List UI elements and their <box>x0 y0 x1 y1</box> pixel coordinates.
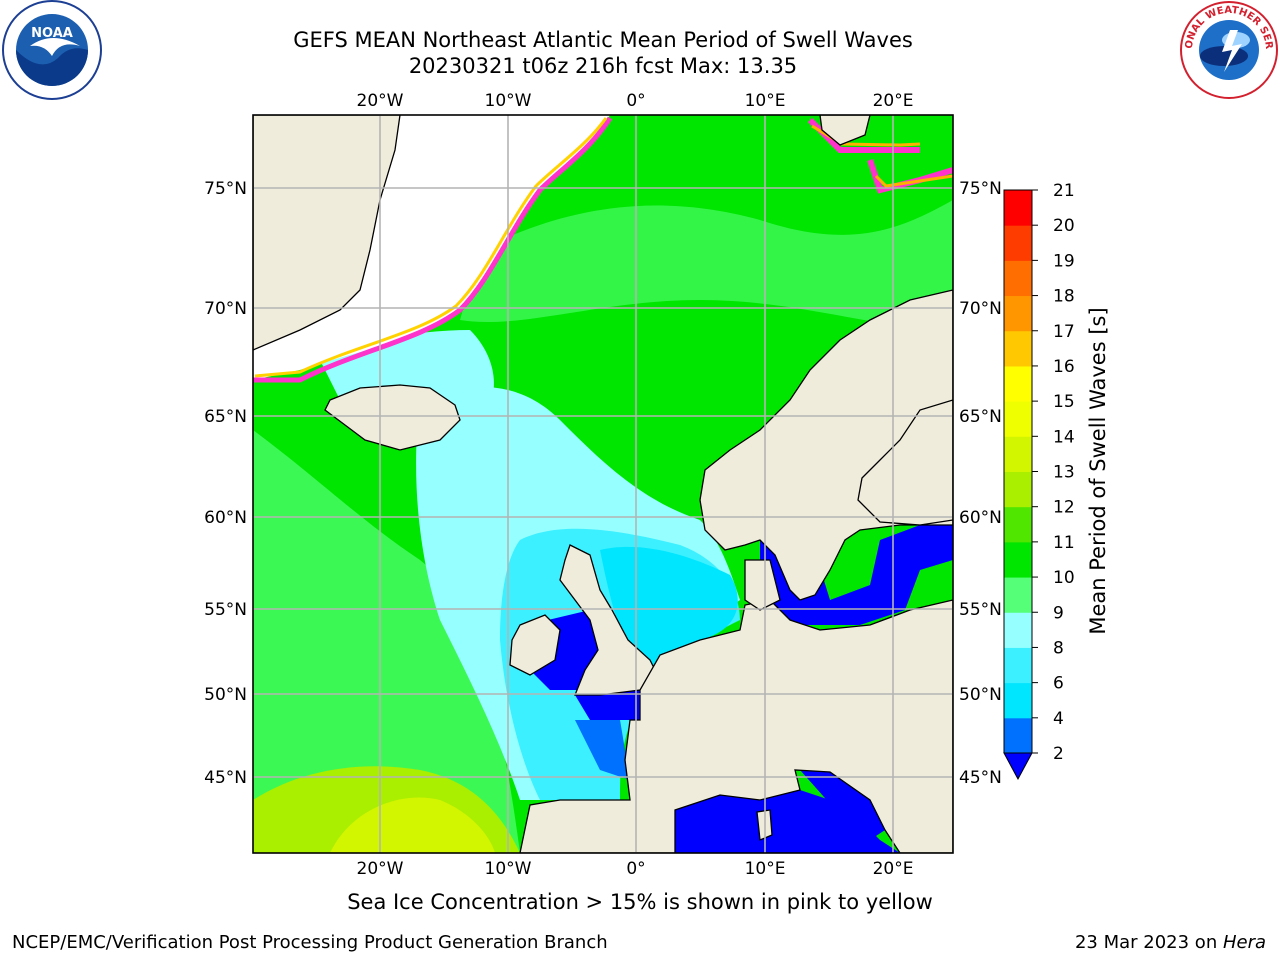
lon-labels-bottom: 20°W 10°W 0° 10°E 20°E <box>357 859 914 879</box>
colorbar-tick-label: 2 <box>1053 744 1064 764</box>
colorbar-bin <box>1004 577 1032 613</box>
lat-label: 75°N <box>959 179 1002 199</box>
colorbar-extend-triangle <box>1003 752 1033 781</box>
colorbar-tick-label: 10 <box>1053 568 1075 588</box>
lon-label: 10°W <box>485 91 532 111</box>
colorbar-bin <box>1004 612 1032 648</box>
colorbar-tick-label: 17 <box>1053 322 1075 342</box>
lon-label: 20°E <box>873 91 914 111</box>
lat-label: 50°N <box>204 685 247 705</box>
colorbar-tick-label: 4 <box>1053 709 1064 729</box>
sea-ice-note: Sea Ice Concentration > 15% is shown in … <box>347 890 933 914</box>
colorbar-tick-label: 21 <box>1053 181 1075 201</box>
map-frame <box>252 114 954 854</box>
sea-ice-edge <box>253 116 613 383</box>
graticule <box>253 115 953 853</box>
svg-text:NOAA: NOAA <box>31 26 73 41</box>
colorbar-tick-label: 6 <box>1053 674 1064 694</box>
sea-ice-edge-yellow <box>254 117 608 378</box>
colorbar-bin <box>1004 330 1032 367</box>
colorbar-bin <box>1004 682 1032 719</box>
colorbar-tick-label: 9 <box>1053 603 1064 623</box>
run-date: 23 Mar 2023 on Hera <box>1075 932 1266 953</box>
colorbar: 2 4 6 8 9 10 11 12 13 14 15 16 17 18 19 20 21 <box>1003 181 1075 781</box>
lon-label: 20°E <box>873 859 914 879</box>
lon-label: 0° <box>626 91 645 111</box>
colorbar-tick-label: 18 <box>1053 287 1075 307</box>
colorbar-title: Mean Period of Swell Waves [s] <box>1086 307 1110 635</box>
chart-subtitle: 20230321 t06z 216h fcst Max: 13.35 <box>408 54 798 78</box>
lat-label: 60°N <box>959 508 1002 528</box>
colorbar-bin <box>1004 225 1032 261</box>
run-date-text: 23 Mar 2023 on <box>1074 932 1223 953</box>
colorbar-tick-label: 16 <box>1053 357 1075 377</box>
lon-label: 10°W <box>485 859 532 879</box>
colorbar-tick-label: 11 <box>1053 533 1075 553</box>
great-britain <box>559 544 661 696</box>
colorbar-bin <box>1004 436 1032 472</box>
colorbar-bin <box>1004 190 1032 226</box>
lat-label: 60°N <box>204 508 247 528</box>
lat-label: 55°N <box>959 600 1002 620</box>
colorbar-tick-label: 12 <box>1053 498 1075 518</box>
colorbar-bin <box>1004 365 1032 402</box>
lat-label: 70°N <box>959 299 1002 319</box>
lat-label: 55°N <box>204 600 247 620</box>
colorbar-bin <box>1004 647 1032 684</box>
lon-label: 20°W <box>357 91 404 111</box>
lat-label: 45°N <box>959 768 1002 788</box>
credit-text: NCEP/EMC/Verification Post Processing Pr… <box>12 932 608 953</box>
biscay-blue <box>575 720 630 780</box>
colorbar-tick-label: 19 <box>1053 251 1075 271</box>
finland <box>857 399 953 526</box>
nws-logo: NATIONAL WEATHER SERVICE <box>1178 0 1278 99</box>
lat-labels-right: 75°N 70°N 65°N 60°N 55°N 50°N 45°N <box>959 179 1002 788</box>
lon-label: 20°W <box>357 859 404 879</box>
colorbar-bin <box>1004 717 1032 754</box>
lat-label: 50°N <box>959 685 1002 705</box>
yellowgreen-southwest-core <box>330 797 495 853</box>
iceland <box>324 384 461 451</box>
colorbar-bin <box>1004 260 1032 297</box>
greenland <box>253 115 401 351</box>
host-name: Hera <box>1222 932 1266 953</box>
chart-title: GEFS MEAN Northeast Atlantic Mean Period… <box>293 28 913 52</box>
adriatic-blue <box>800 770 885 840</box>
lat-label: 45°N <box>204 768 247 788</box>
lat-label: 65°N <box>959 407 1002 427</box>
lat-label: 70°N <box>204 299 247 319</box>
lat-labels-left: 75°N 70°N 65°N 60°N 55°N 50°N 45°N <box>204 179 247 788</box>
lon-label: 10°E <box>745 91 786 111</box>
lon-label: 10°E <box>745 859 786 879</box>
noaa-logo: NOAA <box>2 0 102 100</box>
colorbar-bin <box>1004 541 1032 578</box>
lighter-green-region <box>253 430 520 853</box>
jutland <box>744 559 781 611</box>
lat-label: 65°N <box>204 407 247 427</box>
colorbar-bin <box>1004 506 1032 543</box>
map-area <box>253 115 953 853</box>
colorbar-bin <box>1004 295 1032 332</box>
colorbar-bin <box>1004 401 1032 437</box>
colorbar-tick-label: 20 <box>1053 216 1075 236</box>
lon-labels-top: 20°W 10°W 0° 10°E 20°E <box>357 91 914 111</box>
lon-label: 0° <box>626 859 645 879</box>
colorbar-bin <box>1004 471 1032 508</box>
svalbard <box>819 115 871 146</box>
land-masses <box>253 115 953 853</box>
lightgreen-north <box>460 200 953 330</box>
colorbar-tick-label: 15 <box>1053 392 1075 412</box>
ireland <box>509 614 561 676</box>
channel-blue <box>575 690 640 720</box>
colorbar-tick-label: 8 <box>1053 638 1064 658</box>
mediterranean-blue <box>675 790 900 853</box>
colorbar-tick-label: 14 <box>1053 427 1075 447</box>
lat-label: 75°N <box>204 179 247 199</box>
colorbar-tick-label: 13 <box>1053 463 1075 483</box>
